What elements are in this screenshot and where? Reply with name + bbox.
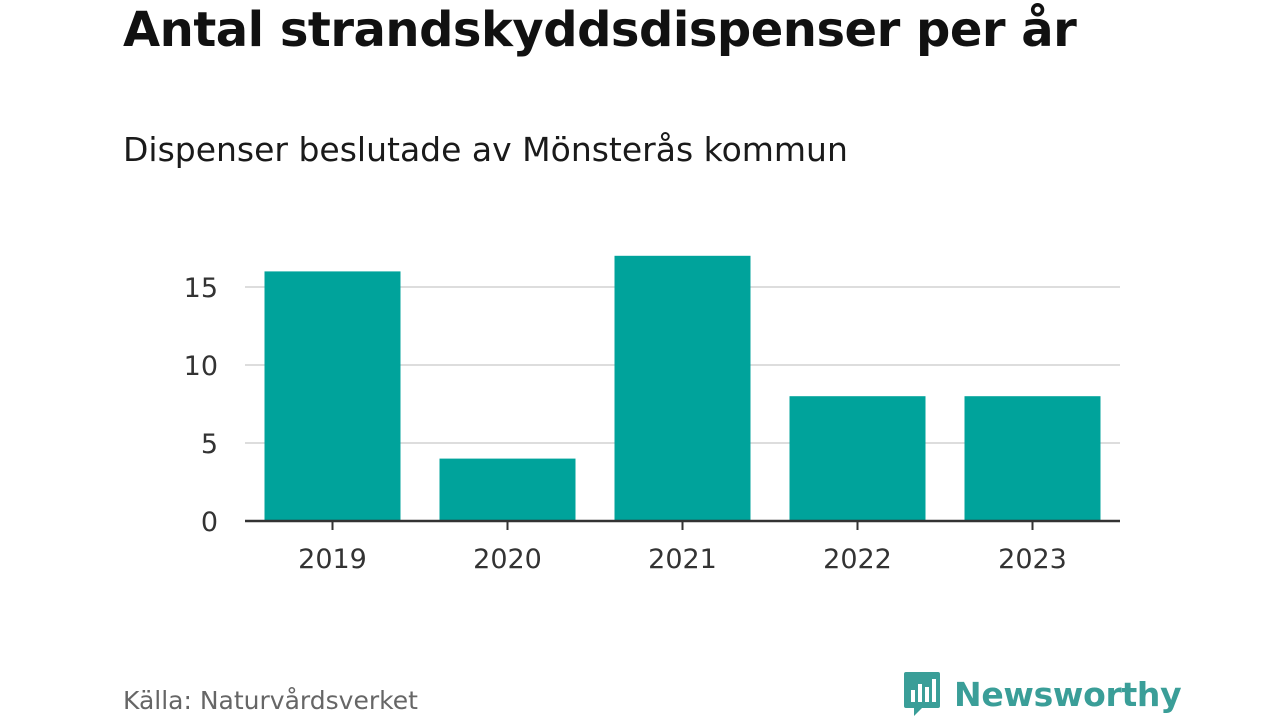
bar	[264, 271, 401, 521]
bar	[964, 396, 1101, 521]
brand-name: Newsworthy	[954, 674, 1182, 714]
bar-chart-speech-bubble-icon	[904, 672, 940, 716]
source-note: Källa: Naturvårdsverket	[123, 686, 418, 715]
chart-subtitle: Dispenser beslutade av Mönsterås kommun	[123, 130, 848, 169]
chart-title: Antal strandskyddsdispenser per år	[123, 2, 1077, 58]
x-tick-label: 2022	[823, 544, 892, 575]
bar	[614, 255, 751, 522]
bar	[789, 396, 926, 521]
y-tick-label: 10	[184, 351, 218, 382]
y-tick-label: 15	[184, 273, 218, 304]
y-tick-label: 5	[201, 429, 218, 460]
x-tick-label: 2020	[473, 544, 542, 575]
newsworthy-logo: Newsworthy	[902, 670, 1182, 718]
x-tick-label: 2021	[648, 544, 717, 575]
y-tick-label: 0	[201, 507, 218, 538]
x-tick-label: 2023	[998, 544, 1067, 575]
bar	[439, 458, 576, 521]
x-tick-label: 2019	[298, 544, 367, 575]
